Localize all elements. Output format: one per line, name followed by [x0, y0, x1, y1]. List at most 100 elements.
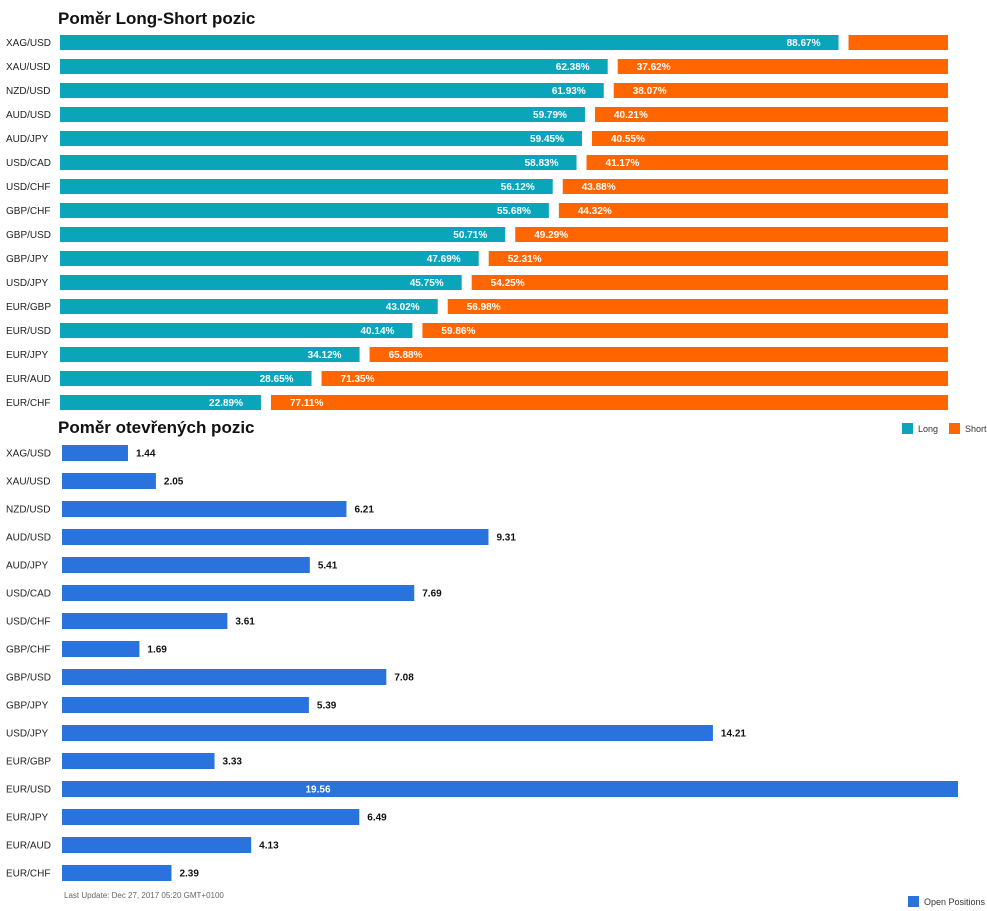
open-positions-bar-aud-jpy — [62, 557, 310, 573]
long-short-legend: Long Short — [902, 423, 987, 434]
open-value-label-gbp-jpy: 5.39 — [317, 701, 337, 712]
open-value-label-eur-usd: 19.56 — [305, 785, 330, 796]
last-update-text: Last Update: Dec 27, 2017 05:20 GMT+0100 — [64, 891, 224, 900]
category-label-xag-usd: XAG/USD — [6, 38, 51, 49]
long-bar-usd-jpy — [60, 275, 462, 290]
open-positions-bar-gbp-jpy — [62, 697, 309, 713]
long-bar-usd-chf — [60, 179, 553, 194]
open-value-label-usd-jpy: 14.21 — [721, 729, 746, 740]
category-label-aud-jpy: AUD/JPY — [6, 134, 49, 145]
short-bar-gbp-usd — [515, 227, 948, 242]
long-bar-gbp-chf — [60, 203, 549, 218]
category-label-gbp-usd: GBP/USD — [6, 230, 51, 241]
category-label-eur-gbp: EUR/GBP — [6, 302, 51, 313]
category-label-eur-jpy: EUR/JPY — [6, 350, 49, 361]
category-label-usd-jpy: USD/JPY — [6, 278, 49, 289]
open-value-label-eur-chf: 2.39 — [179, 869, 199, 880]
short-value-label-gbp-chf: 44.32% — [578, 206, 612, 217]
short-value-label-eur-aud: 71.35% — [341, 374, 375, 385]
category-label-xau-usd: XAU/USD — [6, 62, 50, 73]
short-value-label-eur-chf: 77.11% — [290, 398, 323, 409]
category-label-gbp-jpy: GBP/JPY — [6, 254, 49, 265]
category-label-eur-aud: EUR/AUD — [6, 374, 51, 385]
open-category-label-usd-chf: USD/CHF — [6, 617, 50, 628]
short-bar-eur-chf — [270, 395, 948, 410]
open-positions-chart-title: Poměr otevřených pozic — [58, 418, 255, 437]
long-bar-nzd-usd — [60, 83, 604, 98]
long-bar-eur-usd — [60, 323, 413, 338]
open-positions-legend: Open Positions — [908, 896, 985, 907]
long-value-label-xag-usd: 88.67% — [787, 38, 821, 49]
long-value-label-gbp-jpy: 47.69% — [427, 254, 461, 265]
short-bar-aud-jpy — [591, 131, 948, 146]
open-value-label-eur-gbp: 3.33 — [223, 757, 243, 768]
long-bar-xau-usd — [60, 59, 608, 74]
open-positions-bar-eur-jpy — [62, 809, 360, 825]
category-label-usd-chf: USD/CHF — [6, 182, 50, 193]
open-value-label-xag-usd: 1.44 — [136, 449, 156, 460]
long-value-label-gbp-usd: 50.71% — [453, 230, 487, 241]
short-value-label-aud-usd: 40.21% — [614, 110, 648, 121]
long-bar-usd-cad — [60, 155, 577, 170]
long-value-label-eur-jpy: 34.12% — [308, 350, 342, 361]
long-value-label-gbp-chf: 55.68% — [497, 206, 531, 217]
legend-label-long: Long — [918, 423, 939, 434]
category-label-aud-usd: AUD/USD — [6, 110, 51, 121]
category-label-eur-usd: EUR/USD — [6, 326, 51, 337]
open-value-label-usd-cad: 7.69 — [422, 589, 442, 600]
short-bar-aud-usd — [594, 107, 948, 122]
short-value-label-usd-chf: 43.88% — [582, 182, 616, 193]
open-positions-bar-eur-aud — [62, 837, 252, 853]
open-category-label-usd-jpy: USD/JPY — [6, 729, 49, 740]
long-bar-eur-jpy — [60, 347, 360, 362]
short-bar-usd-chf — [562, 179, 948, 194]
open-category-label-nzd-usd: NZD/USD — [6, 505, 50, 516]
short-value-label-usd-jpy: 54.25% — [491, 278, 525, 289]
long-value-label-xau-usd: 62.38% — [556, 62, 590, 73]
short-value-label-xau-usd: 37.62% — [637, 62, 671, 73]
short-bar-xag-usd — [848, 35, 948, 50]
open-value-label-aud-jpy: 5.41 — [318, 561, 338, 572]
open-category-label-eur-usd: EUR/USD — [6, 785, 51, 796]
open-value-label-usd-chf: 3.61 — [235, 617, 255, 628]
long-value-label-usd-chf: 56.12% — [501, 182, 535, 193]
category-label-nzd-usd: NZD/USD — [6, 86, 50, 97]
open-positions-bar-usd-cad — [62, 585, 415, 601]
legend-swatch-long — [902, 423, 913, 434]
long-value-label-usd-cad: 58.83% — [525, 158, 559, 169]
long-value-label-aud-jpy: 59.45% — [530, 134, 564, 145]
open-value-label-eur-aud: 4.13 — [259, 841, 279, 852]
open-category-label-xau-usd: XAU/USD — [6, 477, 50, 488]
open-value-label-eur-jpy: 6.49 — [367, 813, 387, 824]
open-category-label-eur-chf: EUR/CHF — [6, 869, 50, 880]
long-value-label-eur-aud: 28.65% — [260, 374, 294, 385]
open-category-label-gbp-usd: GBP/USD — [6, 673, 51, 684]
open-positions-bar-eur-usd — [62, 781, 958, 797]
open-positions-bar-usd-jpy — [62, 725, 713, 741]
legend-swatch-open-positions — [908, 896, 919, 907]
open-category-label-xag-usd: XAG/USD — [6, 449, 51, 460]
long-value-label-nzd-usd: 61.93% — [552, 86, 586, 97]
long-bar-aud-jpy — [60, 131, 582, 146]
long-bar-aud-usd — [60, 107, 585, 122]
open-positions-bar-nzd-usd — [62, 501, 347, 517]
open-value-label-gbp-usd: 7.08 — [394, 673, 414, 684]
open-value-label-nzd-usd: 6.21 — [354, 505, 374, 516]
legend-label-open-positions: Open Positions — [924, 896, 986, 907]
short-bar-usd-jpy — [471, 275, 948, 290]
open-category-label-aud-usd: AUD/USD — [6, 533, 51, 544]
short-value-label-nzd-usd: 38.07% — [633, 86, 667, 97]
open-value-label-xau-usd: 2.05 — [164, 477, 184, 488]
open-category-label-eur-aud: EUR/AUD — [6, 841, 51, 852]
open-positions-bar-xau-usd — [62, 473, 156, 489]
open-value-label-gbp-chf: 1.69 — [147, 645, 167, 656]
long-value-label-eur-usd: 40.14% — [361, 326, 395, 337]
open-category-label-aud-jpy: AUD/JPY — [6, 561, 49, 572]
category-label-gbp-chf: GBP/CHF — [6, 206, 50, 217]
short-value-label-usd-cad: 41.17% — [606, 158, 640, 169]
open-category-label-eur-gbp: EUR/GBP — [6, 757, 51, 768]
long-bar-eur-gbp — [60, 299, 438, 314]
long-bar-eur-chf — [60, 395, 261, 410]
short-bar-usd-cad — [586, 155, 948, 170]
